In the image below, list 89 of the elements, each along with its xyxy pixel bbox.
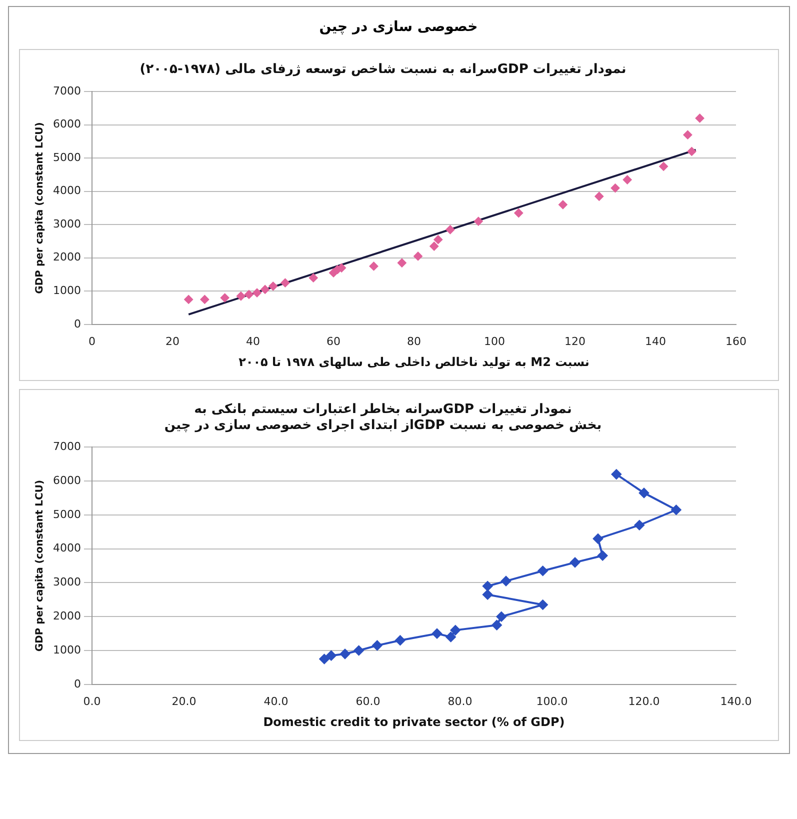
x-tick-label: 160 xyxy=(725,334,746,348)
point xyxy=(496,612,506,622)
x-tick-label: 140 xyxy=(644,334,666,348)
point xyxy=(413,252,422,261)
point xyxy=(570,557,580,568)
point xyxy=(482,581,492,592)
point xyxy=(610,469,621,480)
y-tick-label: 6000 xyxy=(52,118,80,131)
x-tick-label: 20 xyxy=(164,334,179,348)
point xyxy=(339,648,350,659)
x-tick-label: 40.0 xyxy=(263,694,288,708)
point xyxy=(491,620,502,630)
point xyxy=(597,550,608,561)
point xyxy=(268,282,278,291)
point xyxy=(537,566,548,576)
point xyxy=(638,488,648,498)
x-tick-label: 100.0 xyxy=(536,694,568,708)
x-tick-label: 20.0 xyxy=(171,694,196,708)
y-tick-label: 4000 xyxy=(52,542,80,555)
point xyxy=(634,520,644,530)
y-tick-label: 3000 xyxy=(52,217,80,230)
point xyxy=(686,146,696,156)
x-tick-label: 40 xyxy=(245,334,260,348)
point xyxy=(308,273,318,282)
point xyxy=(244,290,253,299)
y-tick-label: 7000 xyxy=(52,440,80,454)
point xyxy=(558,200,567,210)
point xyxy=(658,162,668,171)
chart-title: نمودار تغییرات GDPسرانه بخاطر اعتبارات سیستم بانکی به بخش خصوصی به نسبت GDPاز ابتدای اجرای خصوصی سازی در چین xyxy=(164,402,602,433)
point xyxy=(610,184,620,193)
point xyxy=(260,284,270,294)
point xyxy=(473,216,482,226)
point xyxy=(372,640,382,650)
point xyxy=(280,278,290,288)
y-axis-title: GDP per capita (constant LCU) xyxy=(34,122,46,294)
x-tick-label: 100 xyxy=(484,334,504,348)
point xyxy=(318,654,329,664)
x-tick-label: 120 xyxy=(564,334,585,348)
y-tick-label: 2000 xyxy=(52,250,80,264)
point xyxy=(396,258,406,268)
point xyxy=(592,534,602,544)
point xyxy=(394,635,405,646)
point xyxy=(433,235,442,244)
point xyxy=(482,590,492,600)
point xyxy=(326,650,336,661)
point xyxy=(670,504,681,515)
chart-title: نمودار تغییرات GDPسرانه به نسبت شاخص توسعه ژرفای مالی (۱۹۷۸-۲۰۰۵) xyxy=(139,62,626,78)
point xyxy=(694,114,704,123)
point xyxy=(450,625,460,636)
x-axis-title: نسبت M2 به تولید ناخالص داخلی طی سالهای ۱۹۷۸ تا ۲۰۰۵ xyxy=(238,354,589,369)
point xyxy=(200,294,209,304)
y-tick-label: 4000 xyxy=(52,184,80,198)
point xyxy=(622,175,632,184)
point xyxy=(236,292,245,301)
y-tick-label: 6000 xyxy=(52,474,80,487)
y-axis-title: GDP per capita (constant LCU) xyxy=(34,480,46,652)
y-tick-label: 0 xyxy=(73,317,80,330)
point xyxy=(514,208,523,218)
text: خصوصی سازی در چین xyxy=(318,19,479,35)
point xyxy=(184,294,193,304)
x-axis-title: Domestic credit to private sector (% of GDP) xyxy=(262,714,564,729)
point xyxy=(429,242,438,251)
point xyxy=(432,628,442,639)
y-tick-label: 1000 xyxy=(52,284,80,297)
y-tick-label: 2000 xyxy=(52,609,80,622)
x-tick-label: 60.0 xyxy=(355,694,380,708)
y-tick-label: 3000 xyxy=(52,576,80,589)
y-tick-label: 5000 xyxy=(52,508,80,521)
x-tick-label: 0.0 xyxy=(82,694,100,708)
point xyxy=(500,576,510,586)
point xyxy=(537,600,548,610)
y-tick-label: 0 xyxy=(73,677,80,690)
point xyxy=(220,293,229,302)
point xyxy=(594,192,604,201)
x-tick-label: 120.0 xyxy=(628,694,660,708)
point xyxy=(445,632,456,642)
x-tick-label: 0 xyxy=(88,334,95,348)
x-tick-label: 80.0 xyxy=(447,694,472,708)
x-tick-label: 140.0 xyxy=(720,694,752,708)
x-tick-label: 80 xyxy=(406,334,420,348)
point xyxy=(368,262,378,271)
y-tick-label: 1000 xyxy=(52,643,80,656)
point xyxy=(353,646,364,656)
point xyxy=(252,288,262,298)
y-tick-label: 7000 xyxy=(52,84,80,98)
point xyxy=(682,130,692,140)
x-tick-label: 60 xyxy=(326,334,340,348)
y-tick-label: 5000 xyxy=(52,150,80,164)
point xyxy=(445,225,454,234)
